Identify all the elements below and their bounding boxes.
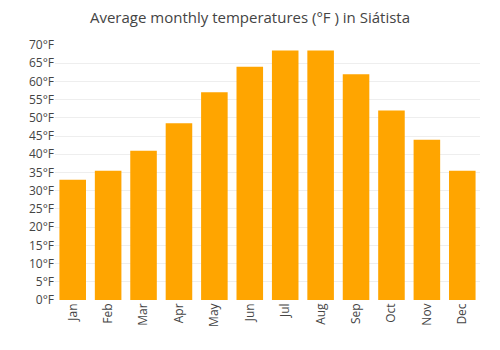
svg-text:0°F: 0°F xyxy=(36,291,54,308)
svg-text:55°F: 55°F xyxy=(29,91,54,108)
svg-text:Sep: Sep xyxy=(347,303,364,324)
svg-text:15°F: 15°F xyxy=(29,237,54,254)
svg-text:Average monthly temperatures (: Average monthly temperatures (°F ) in Si… xyxy=(90,7,410,27)
svg-text:45°F: 45°F xyxy=(29,127,54,144)
svg-text:Jun: Jun xyxy=(241,303,258,322)
svg-text:25°F: 25°F xyxy=(29,200,54,217)
svg-text:30°F: 30°F xyxy=(29,182,54,199)
svg-text:Nov: Nov xyxy=(418,303,435,325)
svg-text:Jul: Jul xyxy=(276,303,293,318)
svg-text:Feb: Feb xyxy=(99,303,116,323)
svg-text:May: May xyxy=(205,302,222,326)
svg-text:70°F: 70°F xyxy=(29,36,54,53)
svg-text:Oct: Oct xyxy=(382,303,399,322)
svg-text:20°F: 20°F xyxy=(29,218,54,235)
svg-text:Aug: Aug xyxy=(312,303,329,325)
svg-text:Dec: Dec xyxy=(453,303,470,324)
svg-text:10°F: 10°F xyxy=(29,255,54,272)
svg-text:40°F: 40°F xyxy=(29,145,54,162)
svg-text:Jan: Jan xyxy=(64,303,81,321)
svg-text:60°F: 60°F xyxy=(29,73,54,90)
svg-text:65°F: 65°F xyxy=(29,54,54,71)
svg-text:5°F: 5°F xyxy=(36,273,54,290)
svg-text:Apr: Apr xyxy=(170,303,187,323)
svg-text:35°F: 35°F xyxy=(29,164,54,181)
svg-text:Mar: Mar xyxy=(134,303,151,325)
svg-text:50°F: 50°F xyxy=(29,109,54,126)
